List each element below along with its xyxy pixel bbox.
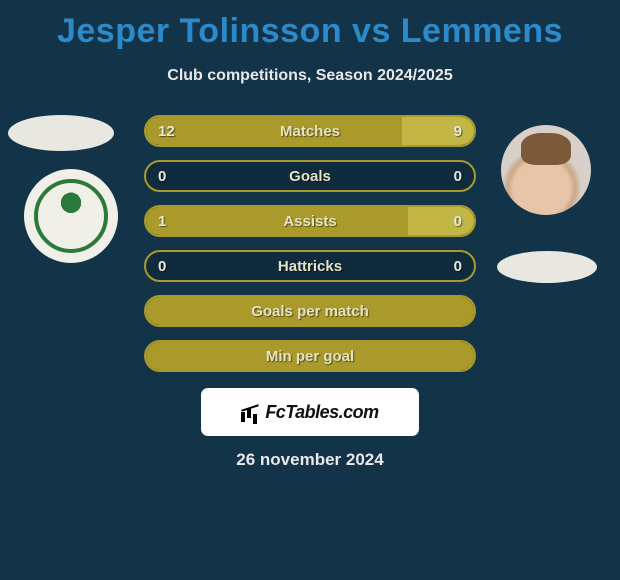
stat-row: 10Assists: [144, 205, 476, 237]
player-photo-left: [8, 115, 114, 151]
stat-label: Goals: [146, 168, 474, 185]
club-logo-right: [497, 251, 597, 283]
stat-label: Assists: [146, 213, 474, 230]
stat-row: 00Hattricks: [144, 250, 476, 282]
club-logo-left: [24, 169, 118, 263]
stat-row: 129Matches: [144, 115, 476, 147]
stat-row: 00Goals: [144, 160, 476, 192]
chart-icon: [241, 402, 261, 422]
player-photo-right: [501, 125, 591, 215]
stat-row: Min per goal: [144, 340, 476, 372]
stat-row: Goals per match: [144, 295, 476, 327]
branding-badge: FcTables.com: [201, 388, 419, 436]
branding-text: FcTables.com: [265, 402, 378, 423]
date-label: 26 november 2024: [0, 450, 620, 470]
stat-label: Hattricks: [146, 258, 474, 275]
stat-label: Min per goal: [146, 348, 474, 365]
content-area: 129Matches 00Goals 10Assists 00Hattricks Goa…: [0, 115, 620, 470]
subtitle: Club competitions, Season 2024/2025: [0, 67, 620, 85]
stat-label: Goals per match: [146, 303, 474, 320]
page-title: Jesper Tolinsson vs Lemmens: [0, 0, 620, 51]
stat-label: Matches: [146, 123, 474, 140]
stats-container: 129Matches 00Goals 10Assists 00Hattricks Goa…: [144, 115, 476, 372]
